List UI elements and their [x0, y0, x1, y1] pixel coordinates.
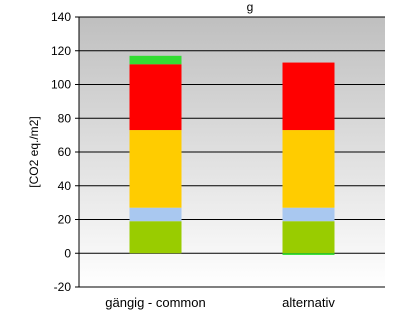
- y-tick-label: 100: [51, 78, 71, 92]
- bar-segment: [129, 55, 182, 65]
- bar-segment: [129, 64, 182, 131]
- y-tick-label: 120: [51, 44, 71, 58]
- bar-segment: [282, 62, 335, 131]
- bar-segment: [282, 130, 335, 208]
- chart-title-fragment: g: [247, 0, 254, 14]
- y-axis-title: [CO2 eq./m2]: [27, 116, 41, 187]
- bars: [129, 55, 335, 255]
- axes: [75, 16, 385, 288]
- bar-segment: [129, 130, 182, 208]
- x-category-labels: gängig - common alternativ: [105, 295, 335, 310]
- y-tick-label: 80: [58, 111, 72, 125]
- y-tick-label: 40: [58, 179, 72, 193]
- y-tick-label: 60: [58, 145, 72, 159]
- bar-segment: [129, 207, 182, 222]
- x-category-label: alternativ: [282, 295, 335, 310]
- x-category-label: gängig - common: [105, 295, 205, 310]
- y-tick-label: 20: [58, 213, 72, 227]
- y-tick-label: 0: [64, 246, 71, 260]
- y-tick-labels: -20 0 20 40 60 80 100 120 140: [51, 10, 71, 294]
- bar-segment: [282, 221, 335, 254]
- bar-segment: [282, 253, 335, 255]
- bar-segment: [282, 207, 335, 222]
- y-tick-label: 140: [51, 10, 71, 24]
- y-tick-label: -20: [54, 280, 72, 294]
- bar-segment: [129, 221, 182, 254]
